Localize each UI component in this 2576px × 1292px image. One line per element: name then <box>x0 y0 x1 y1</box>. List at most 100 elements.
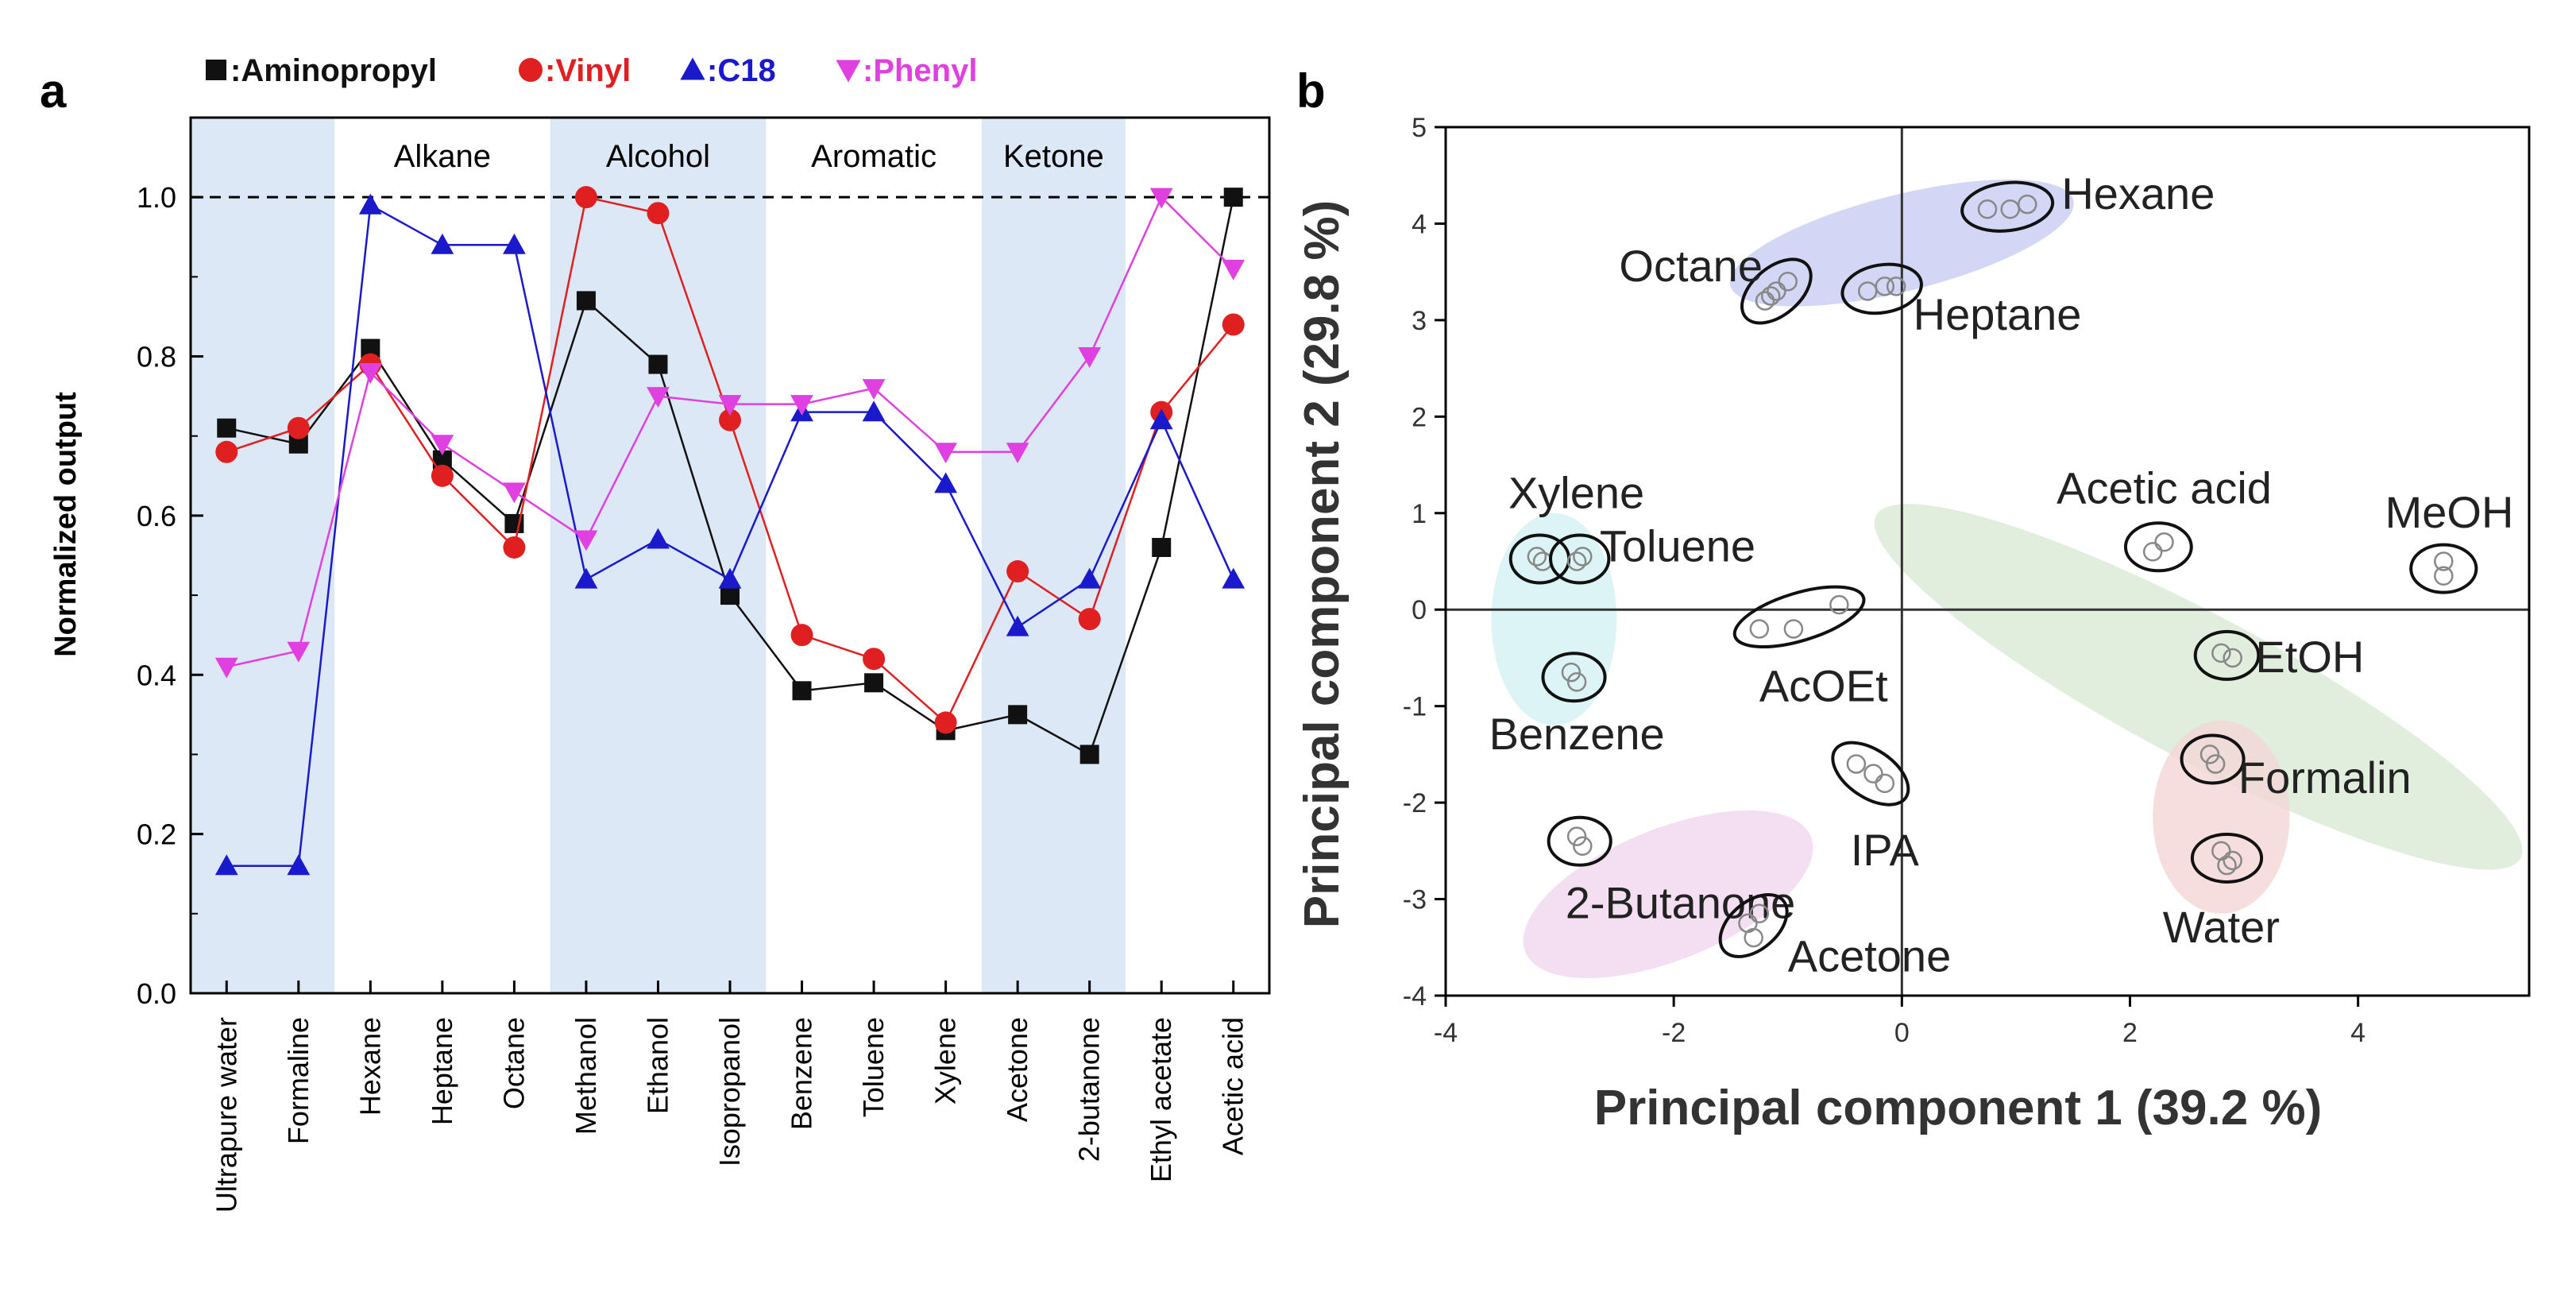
point-vinyl <box>1006 560 1029 583</box>
point-c18 <box>574 567 598 589</box>
data-point <box>1566 826 1587 846</box>
data-point <box>1875 773 1895 794</box>
x-tick-label: Ethanol <box>641 1017 674 1114</box>
x-axis: Ultrapure water Formaline Hexane Heptane Oct… <box>210 981 1249 1213</box>
shaded-band-1 <box>550 118 767 993</box>
point-phenyl <box>647 387 670 408</box>
data-point <box>1527 547 1547 567</box>
data-point <box>2217 855 2237 876</box>
point-phenyl <box>718 395 742 416</box>
data-point <box>1566 672 1587 692</box>
series-aminopropyl <box>217 188 1243 764</box>
point-c18 <box>287 854 311 876</box>
point-vinyl <box>287 416 310 439</box>
cluster-water: Water <box>2163 832 2280 952</box>
series-c18 <box>214 193 1246 876</box>
group-label: Ketone <box>1003 139 1104 174</box>
legend-label: :Phenyl <box>863 53 977 88</box>
point-c18 <box>647 528 670 549</box>
panel-b-pca-scatter: b -4 -2 0 2 4 -4 -3 -2 -1 0 1 2 3 4 5 Hexane Octane Hept… <box>1295 64 2531 1135</box>
point-phenyl <box>287 641 311 663</box>
point-c18 <box>862 400 886 422</box>
x-tick-label: Ultrapure water <box>210 1017 242 1213</box>
x-tick-label: Methanol <box>570 1017 602 1135</box>
point-c18 <box>718 567 742 589</box>
cluster-label: 2-Butanone <box>1566 878 1796 928</box>
data-point <box>1886 277 1906 296</box>
data-point <box>1778 272 1798 292</box>
panel-a-line-chart: a Alkane Alcohol Aromatic Ketone 0.00.20.40… <box>40 53 1271 1213</box>
y-tick-label: 0 <box>1412 595 1427 625</box>
x-tick-label: Acetic acid <box>1217 1017 1249 1155</box>
water-region <box>2153 720 2290 914</box>
y-tick-label: 3 <box>1412 306 1427 336</box>
point-c18 <box>1222 567 1246 589</box>
cluster-outline <box>1740 257 1813 325</box>
cluster-acetic-acid: Acetic acid <box>2057 462 2272 573</box>
point-c18 <box>214 854 238 876</box>
data-point <box>1767 281 1786 301</box>
y-tick-label: 1.0 <box>137 181 176 214</box>
data-point <box>1573 836 1593 857</box>
cluster-outline <box>2190 832 2264 884</box>
cluster-label: AcOEt <box>1759 660 1888 710</box>
data-point <box>1846 754 1867 774</box>
cluster-label: Formalin <box>2238 752 2412 803</box>
point-vinyl <box>790 624 813 647</box>
y-tick-label: -4 <box>1403 981 1427 1012</box>
legend-marker-c18 <box>680 57 705 80</box>
data-point <box>1977 199 1998 219</box>
alcohol-acid-region <box>1874 504 2523 870</box>
cluster-heptane: Heptane <box>1840 262 2081 339</box>
cluster-acoet: AcOEt <box>1732 585 1888 710</box>
legend-label: :Vinyl <box>545 53 631 88</box>
data-point <box>1760 286 1781 306</box>
point-c18 <box>358 193 382 215</box>
x-tick-label: Hexane <box>353 1017 386 1116</box>
cluster-toluene: Toluene <box>1549 520 1755 585</box>
cluster-label: MeOH <box>2385 487 2514 537</box>
cluster-label: Water <box>2163 902 2280 952</box>
point-c18 <box>503 233 526 254</box>
point-aminopropyl <box>1223 188 1243 207</box>
data-point <box>1783 619 1804 639</box>
point-vinyl <box>574 186 597 209</box>
cluster-label: Toluene <box>1600 520 1755 571</box>
y-tick-label: 0.4 <box>137 659 176 691</box>
cluster-etoh: EtOH <box>2193 629 2364 682</box>
point-vinyl <box>215 440 238 463</box>
data-point <box>2154 532 2174 552</box>
point-aminopropyl <box>864 673 884 693</box>
data-point <box>1875 277 1895 296</box>
y-tick-label: 2 <box>1412 402 1427 432</box>
y-axis-label: Principal component 2 (29.8 %) <box>1295 200 1350 928</box>
point-c18 <box>1149 408 1173 430</box>
x-tick-label: Toluene <box>857 1017 890 1117</box>
cluster-outline <box>1840 262 1923 315</box>
data-point <box>1829 594 1849 615</box>
cluster-outline <box>2180 733 2246 785</box>
data-point <box>1863 764 1883 783</box>
x-tick-label: 0 <box>1894 1018 1910 1048</box>
cluster-label: Octane <box>1619 241 1763 291</box>
x-tick-label: -2 <box>1662 1018 1686 1048</box>
x-tick-label: Formaline <box>282 1017 315 1144</box>
y-tick-label: -1 <box>1403 692 1427 722</box>
point-phenyl <box>1006 443 1029 464</box>
cluster-label: Hexane <box>2061 168 2215 219</box>
y-axis: 0.0 0.2 0.4 0.6 0.8 1.0 <box>137 117 203 1010</box>
x-tick-label: Benzene <box>786 1017 818 1130</box>
y-tick-label: 1 <box>1412 499 1427 529</box>
cluster-label: Acetic acid <box>2057 462 2272 513</box>
point-vinyl <box>503 536 526 559</box>
point-phenyl <box>1222 259 1246 280</box>
point-phenyl <box>358 363 382 384</box>
y-axis-label: Normalized output <box>49 392 83 657</box>
shaded-band-2 <box>981 118 1126 993</box>
cluster-xylene: Xylene <box>1508 467 1644 585</box>
point-phenyl <box>214 657 238 679</box>
category-group-labels: Alkane Alcohol Aromatic Ketone <box>394 139 1104 174</box>
data-point <box>2223 648 2242 668</box>
point-c18 <box>1006 615 1029 636</box>
data-point <box>2434 566 2454 586</box>
